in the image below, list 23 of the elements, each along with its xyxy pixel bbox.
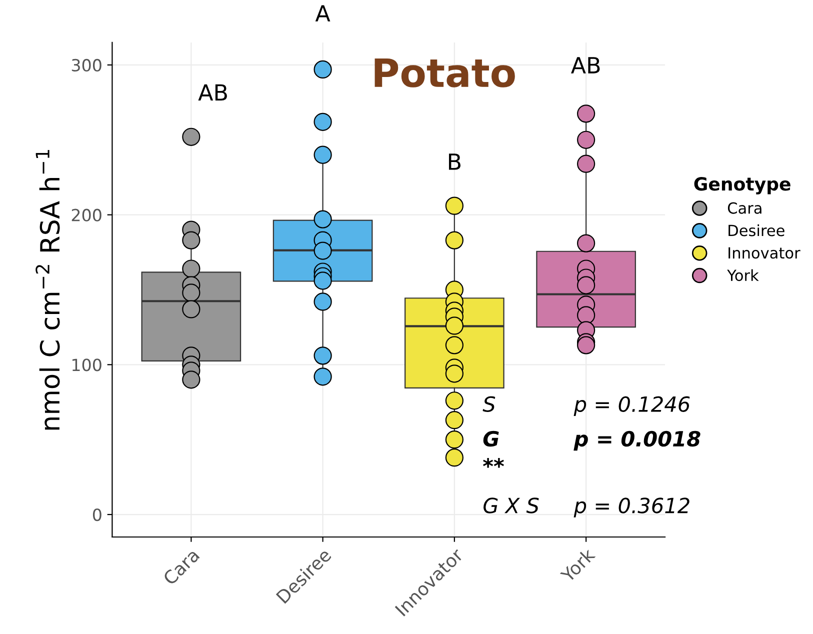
annotation: AB	[198, 84, 227, 101]
legend-label: Cara	[728, 202, 762, 214]
annotation: p = 0.3612	[574, 498, 690, 518]
legend-label: York	[727, 269, 759, 282]
y-axis-title: nmol C cm$^{−2}$ RSA h$^{−1}$	[36, 150, 60, 430]
annotation: p = 0.1246	[574, 396, 690, 416]
x-tick-label: York	[559, 546, 596, 584]
y-tick-label: 0	[92, 508, 102, 522]
annotation: **	[483, 458, 504, 468]
y-tick-label: 200	[72, 208, 102, 222]
annotation: S	[482, 396, 496, 412]
legend-label: Innovator	[728, 247, 800, 259]
y-tick-label: 100	[72, 358, 102, 372]
annotation: G X S	[484, 498, 539, 514]
y-tick-label: 300	[72, 58, 102, 72]
annotation: B	[448, 154, 460, 170]
annotation: AB	[571, 57, 600, 74]
annotation: G	[483, 430, 499, 447]
legend-title: Genotype	[694, 177, 790, 194]
annotation: p = 0.0018	[574, 430, 700, 451]
chart-title: Potato	[374, 58, 515, 88]
text: A	[315, 5, 330, 22]
legend-label: Desiree	[728, 224, 784, 236]
